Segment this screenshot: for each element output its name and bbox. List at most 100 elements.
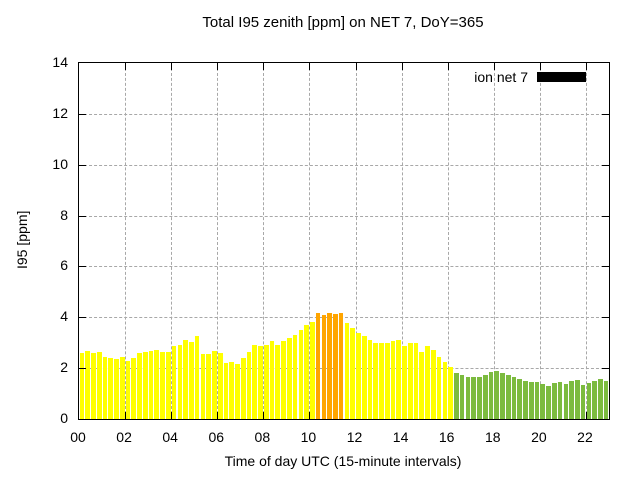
- x-gridline: [585, 63, 587, 419]
- bar: [540, 383, 546, 419]
- bar: [425, 345, 430, 419]
- bar: [200, 353, 206, 419]
- bar: [154, 349, 160, 419]
- bar: [442, 362, 448, 419]
- y-gridline: [79, 368, 609, 370]
- bar: [546, 385, 551, 419]
- bar: [96, 352, 102, 419]
- bar: [551, 383, 557, 419]
- bar: [91, 353, 96, 419]
- y-tick-label: 12: [52, 104, 68, 121]
- x-gridline: [125, 63, 127, 419]
- bar: [217, 353, 223, 419]
- bar: [304, 325, 309, 419]
- bar: [580, 384, 586, 419]
- y-tick: [79, 368, 86, 370]
- x-gridline: [447, 63, 449, 419]
- bar: [367, 339, 373, 419]
- bar: [465, 377, 471, 419]
- x-gridline: [171, 63, 173, 419]
- y-tick-label: 0: [60, 410, 68, 426]
- bar: [102, 356, 108, 419]
- x-tick: [171, 412, 173, 419]
- x-tick: [355, 412, 357, 419]
- bar: [177, 344, 183, 419]
- bar: [183, 339, 188, 419]
- bar: [252, 345, 258, 419]
- x-tick: [401, 412, 403, 419]
- x-tick: [263, 412, 265, 419]
- bar: [286, 337, 292, 419]
- y-tick: [79, 113, 86, 115]
- legend-swatch: [537, 72, 586, 82]
- bar: [563, 384, 569, 419]
- legend: ion net 7: [474, 69, 586, 85]
- bar: [229, 361, 235, 419]
- x-gridline: [309, 63, 311, 419]
- bar: [142, 352, 148, 419]
- y-tick-label: 8: [60, 206, 68, 223]
- bar: [396, 340, 402, 419]
- bar: [327, 312, 332, 419]
- x-tick: [493, 63, 495, 70]
- x-tick-label: 14: [392, 429, 409, 445]
- x-tick: [125, 63, 127, 70]
- x-tick-label: 20: [531, 429, 547, 445]
- x-axis-label: Time of day UTC (15-minute intervals): [224, 453, 462, 469]
- x-tick: [539, 412, 541, 419]
- bar: [212, 350, 217, 419]
- bar: [390, 341, 396, 419]
- bar: [166, 352, 171, 419]
- bar: [315, 312, 321, 419]
- bar: [431, 349, 436, 419]
- y-tick: [602, 317, 609, 319]
- bar: [160, 352, 165, 419]
- x-tick: [217, 412, 219, 419]
- x-tick: [309, 412, 311, 419]
- y-tick: [602, 266, 609, 268]
- bar: [471, 377, 476, 419]
- bar: [592, 381, 597, 419]
- bar: [511, 377, 517, 419]
- bar: [194, 336, 200, 419]
- x-tick: [171, 63, 173, 70]
- bar: [454, 372, 459, 419]
- bar: [373, 343, 379, 419]
- x-tick: [539, 63, 541, 70]
- bar: [321, 314, 327, 419]
- x-tick-label: 02: [116, 429, 132, 445]
- bar: [586, 383, 592, 419]
- x-tick: [585, 412, 587, 419]
- y-tick: [602, 215, 609, 217]
- x-tick: [355, 63, 357, 70]
- y-tick: [79, 164, 86, 166]
- bar: [171, 346, 177, 419]
- x-tick: [401, 63, 403, 70]
- y-tick: [602, 113, 609, 115]
- bar: [108, 358, 114, 419]
- x-tick: [263, 63, 265, 70]
- bar: [125, 360, 131, 419]
- y-tick-label: 2: [60, 359, 68, 376]
- y-tick-label: 6: [60, 257, 68, 274]
- bar: [79, 353, 85, 419]
- x-gridline: [539, 63, 541, 419]
- bar: [269, 341, 275, 419]
- bar: [361, 336, 367, 419]
- bar: [338, 313, 344, 419]
- plot-area: ion net 7: [78, 62, 610, 420]
- bar: [523, 380, 528, 419]
- bar: [557, 382, 563, 419]
- bar: [131, 357, 137, 419]
- x-tick: [447, 412, 449, 419]
- y-gridline: [79, 317, 609, 319]
- x-tick-label: 18: [484, 429, 501, 445]
- bar: [137, 353, 142, 419]
- x-tick-label: 22: [577, 429, 593, 445]
- legend-label: ion net 7: [474, 69, 528, 85]
- y-tick-label: 14: [52, 54, 68, 70]
- bar: [505, 375, 511, 419]
- x-gridline: [493, 63, 495, 419]
- bar: [477, 376, 482, 419]
